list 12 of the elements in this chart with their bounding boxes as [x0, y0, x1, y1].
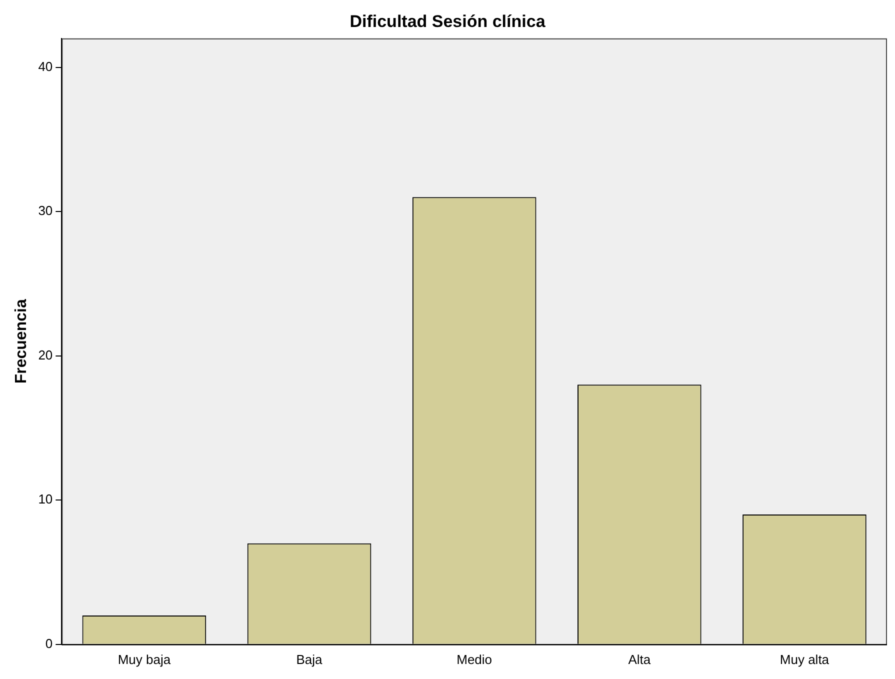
chart-title: Dificultad Sesión clínica — [350, 12, 546, 31]
y-tick-label: 10 — [38, 492, 53, 507]
y-tick-label: 40 — [38, 58, 53, 74]
y-axis-title: Frecuencia — [13, 299, 30, 384]
x-tick-label: Baja — [296, 652, 324, 667]
y-tick-label: 20 — [38, 347, 53, 362]
y-tick-label: 30 — [38, 203, 53, 218]
x-tick-label: Medio — [456, 652, 492, 667]
x-tick-label: Alta — [628, 652, 652, 667]
x-tick-label: Muy baja — [118, 652, 172, 667]
y-tick-label: 0 — [45, 636, 53, 651]
x-tick-label: Muy alta — [780, 652, 830, 667]
